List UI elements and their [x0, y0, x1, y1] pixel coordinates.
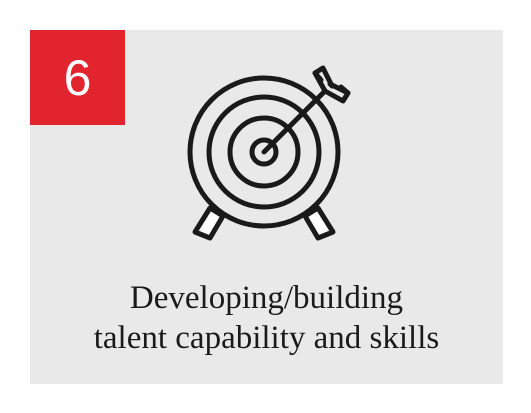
- number-badge: 6: [30, 30, 125, 125]
- caption-line-2: talent capability and skills: [93, 320, 440, 356]
- badge-number: 6: [63, 49, 92, 106]
- caption-line-1: Developing/building: [129, 280, 404, 316]
- target-with-arrow-icon: [187, 65, 351, 241]
- caption: Developing/building talent capability an…: [30, 278, 503, 358]
